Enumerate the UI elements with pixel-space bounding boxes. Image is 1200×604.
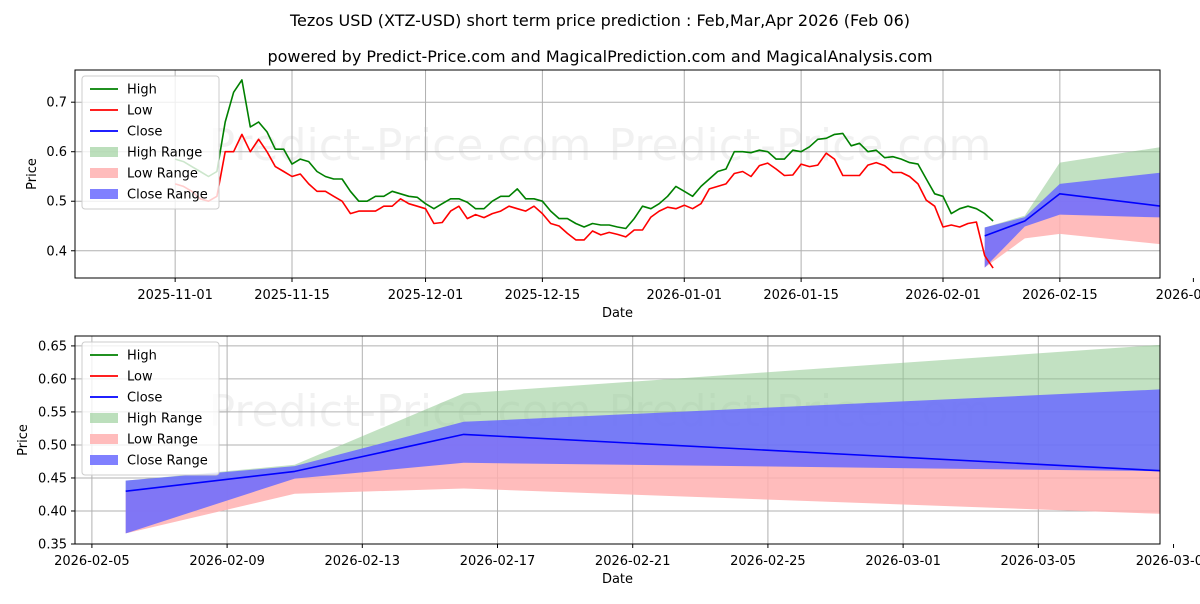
y-tick-label: 0.40: [38, 504, 67, 519]
watermark-right: Predict-Price.com: [609, 120, 992, 171]
legend-close-range-label: Close Range: [127, 454, 208, 469]
y-tick-label: 0.35: [38, 538, 67, 553]
x-axis-title: Date: [602, 572, 633, 587]
low-history-line: [174, 133, 994, 269]
watermark-left: Predict-Price.com: [209, 120, 592, 171]
legend-high-label: High: [127, 349, 157, 364]
x-tick-label: 2026-02-25: [730, 554, 806, 569]
x-tick-label: 2026-03-01: [1156, 288, 1200, 303]
y-axis-title: Price: [25, 158, 40, 190]
plot-area: Predict-Price.com Predict-Price.com: [75, 70, 1160, 278]
x-tick-label: 2025-12-01: [388, 288, 464, 303]
legend-high-range-swatch: [90, 147, 118, 157]
chart-subtitle: powered by Predict-Price.com and Magical…: [267, 47, 932, 66]
x-tick-label: 2026-02-17: [460, 554, 536, 569]
legend-close-label: Close: [127, 391, 162, 406]
y-tick-label: 0.50: [38, 438, 67, 453]
legend-low-label: Low: [127, 104, 153, 119]
y-tick-label: 0.55: [38, 405, 67, 420]
x-tick-label: 2026-03-05: [1001, 554, 1077, 569]
legend-high-range-swatch: [90, 413, 118, 423]
legend-high-range-label: High Range: [127, 412, 202, 427]
x-tick-label: 2025-12-15: [505, 288, 581, 303]
x-tick-label: 2026-02-13: [325, 554, 401, 569]
x-tick-label: 2025-11-01: [137, 288, 213, 303]
close-range-band: [984, 172, 1160, 268]
y-tick-label: 0.65: [38, 339, 67, 354]
top-chart-panel: Predict-Price.com Predict-Price.com 0.4 0.5…: [25, 69, 1200, 321]
x-tick-label: 2026-01-01: [646, 288, 722, 303]
chart-legend: High Low Close High Range Low Range Close Ran…: [81, 341, 220, 476]
y-tick-label: 0.45: [38, 471, 67, 486]
x-tick-label: 2026-03-01: [865, 554, 941, 569]
x-tick-label: 2026-02-09: [189, 554, 265, 569]
y-tick-label: 0.60: [38, 372, 67, 387]
legend-low-range-swatch: [90, 168, 118, 178]
x-axis-title: Date: [602, 306, 633, 321]
chart-legend: High Low Close High Range Low Range Close Ran…: [81, 75, 220, 210]
y-axis-title: Price: [16, 424, 31, 456]
x-tick-label: 2025-11-15: [254, 288, 330, 303]
close-forecast-line: [984, 193, 1160, 237]
y-tick-label: 0.5: [46, 195, 67, 210]
x-tick-label: 2026-03-09: [1136, 554, 1200, 569]
x-tick-label: 2026-01-15: [763, 288, 839, 303]
legend-low-range-label: Low Range: [127, 167, 198, 182]
y-tick-label: 0.7: [46, 96, 67, 111]
legend-close-range-label: Close Range: [127, 188, 208, 203]
x-tick-label: 2026-02-05: [54, 554, 130, 569]
axes-frame: [74, 335, 1161, 545]
close-forecast-line: [125, 433, 1160, 492]
close-range-band: [125, 389, 1160, 534]
legend-high-range-label: High Range: [127, 146, 202, 161]
y-tick-label: 0.4: [46, 244, 67, 259]
legend-close-range-swatch: [90, 189, 118, 199]
x-tick-label: 2026-02-15: [1022, 288, 1098, 303]
axes-frame: [74, 69, 1161, 279]
legend-low-range-swatch: [90, 434, 118, 444]
x-tick-label: 2026-02-21: [595, 554, 671, 569]
legend-low-label: Low: [127, 370, 153, 385]
legend-low-range-label: Low Range: [127, 433, 198, 448]
legend-close-label: Close: [127, 125, 162, 140]
y-tick-label: 0.6: [46, 145, 67, 160]
x-tick-label: 2026-02-01: [905, 288, 981, 303]
high-history-line: [174, 79, 994, 230]
chart-title: Tezos USD (XTZ-USD) short term price pre…: [289, 11, 910, 30]
legend-close-range-swatch: [90, 455, 118, 465]
legend-high-label: High: [127, 83, 157, 98]
